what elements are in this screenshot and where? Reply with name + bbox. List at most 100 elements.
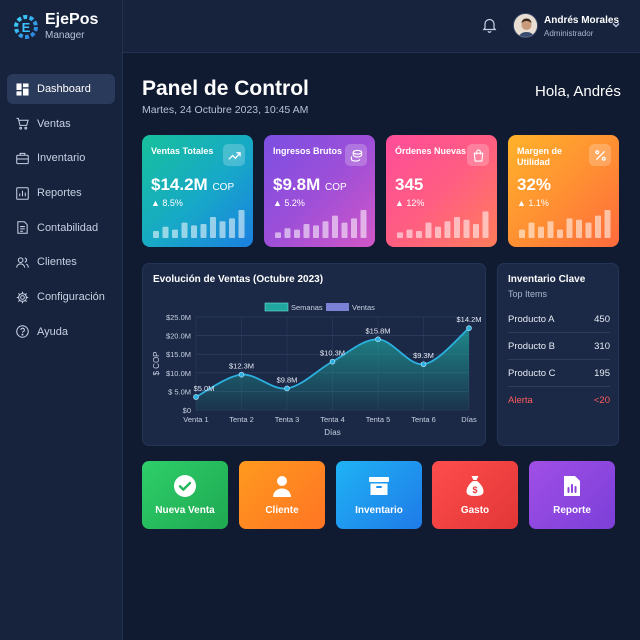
data-point[interactable] bbox=[193, 394, 199, 400]
brand-logo[interactable]: E EjePos Manager bbox=[12, 12, 98, 41]
kpi-bar bbox=[454, 217, 460, 238]
kpi-bar bbox=[332, 215, 338, 238]
inventory-row[interactable]: Producto A 450 bbox=[508, 306, 610, 333]
x-tick-label: Tenta 2 bbox=[229, 415, 254, 424]
cliente-button[interactable]: Cliente bbox=[239, 461, 325, 529]
inventory-item-name: Producto B bbox=[508, 340, 555, 352]
kpi-change: ▲ 12% bbox=[395, 198, 425, 208]
kpi-label: Ingresos Brutos bbox=[273, 146, 343, 156]
kpi-bar bbox=[397, 232, 403, 238]
y-tick-label: $10.0M bbox=[166, 369, 191, 378]
x-tick-label: Tenta 3 bbox=[275, 415, 300, 424]
kpi-label: Ventas Totales bbox=[151, 146, 214, 156]
kpi-sparkbars bbox=[519, 210, 611, 238]
kpi-value: $9.8M COP bbox=[273, 175, 347, 194]
gasto-button[interactable]: $ Gasto bbox=[432, 461, 518, 529]
sidebar-item-reportes[interactable]: Reportes bbox=[7, 178, 115, 208]
x-tick-label: Tenta 6 bbox=[411, 415, 436, 424]
kpi-bar bbox=[566, 218, 573, 238]
sidebar-item-ventas[interactable]: Ventas bbox=[7, 109, 115, 139]
bag-icon bbox=[467, 144, 489, 166]
avatar[interactable] bbox=[513, 13, 538, 38]
data-point[interactable] bbox=[284, 385, 290, 392]
kpi-bar bbox=[595, 215, 601, 238]
percent-icon bbox=[589, 144, 611, 166]
kpi-bar bbox=[275, 232, 281, 238]
sidebar-item-label: Contabilidad bbox=[37, 221, 99, 234]
svg-text:$: $ bbox=[472, 485, 477, 495]
kpi-bar bbox=[181, 222, 188, 238]
kpi-bar bbox=[576, 219, 582, 238]
y-tick-label: $20.0M bbox=[166, 332, 191, 341]
sidebar-item-configuracion[interactable]: Configuración bbox=[7, 282, 115, 312]
inventory-panel: Inventario Clave Top Items Producto A 45… bbox=[497, 263, 619, 446]
check-circle-icon bbox=[174, 475, 196, 497]
kpi-bar bbox=[473, 224, 479, 238]
y-tick-label: $25.0M bbox=[166, 313, 191, 322]
inventory-row[interactable]: Producto C 195 bbox=[508, 360, 610, 387]
data-point[interactable] bbox=[238, 371, 245, 378]
sidebar-item-label: Clientes bbox=[37, 256, 77, 269]
y-tick-label: $ 5.0M bbox=[168, 387, 191, 396]
kpi-bar bbox=[444, 221, 451, 238]
cart-icon bbox=[16, 118, 29, 130]
kpi-card-margen-utilidad[interactable]: Margen de Utilidad 32% ▲ 1.1% bbox=[508, 135, 619, 247]
inventory-subtitle: Top Items bbox=[508, 289, 548, 299]
kpi-bar bbox=[547, 221, 554, 238]
kpi-value: $14.2M COP bbox=[151, 175, 235, 194]
data-point[interactable] bbox=[466, 325, 472, 331]
kpi-bar bbox=[294, 229, 300, 238]
data-point[interactable] bbox=[375, 336, 381, 343]
kpi-card-ordenes-nuevas[interactable]: Órdenes Nuevas 345 ▲ 12% bbox=[386, 135, 497, 247]
sidebar-item-dashboard[interactable]: Dashboard bbox=[7, 74, 115, 104]
sidebar-item-clientes[interactable]: Clientes bbox=[7, 247, 115, 277]
logo-gear-icon: E bbox=[14, 14, 38, 39]
avatar-person-icon bbox=[514, 14, 537, 37]
nueva-venta-button[interactable]: Nueva Venta bbox=[142, 461, 228, 529]
kpi-bar bbox=[162, 226, 169, 238]
y-tick-label: $0 bbox=[183, 406, 191, 415]
sidebar-item-contabilidad[interactable]: Contabilidad bbox=[7, 213, 115, 243]
kpi-bar bbox=[519, 229, 525, 238]
data-point[interactable] bbox=[329, 358, 336, 365]
gear-icon bbox=[16, 291, 29, 303]
sidebar-item-label: Ventas bbox=[37, 117, 71, 130]
inventory-alert-row[interactable]: Alerta <20 bbox=[508, 387, 610, 414]
data-label: $9.3M bbox=[413, 351, 434, 360]
data-label: $15.8M bbox=[365, 326, 390, 335]
kpi-card-ingresos-brutos[interactable]: Ingresos Brutos $9.8M COP ▲ 5.2% bbox=[264, 135, 375, 247]
help-icon bbox=[16, 325, 29, 339]
kpi-card-ventas-totales[interactable]: Ventas Totales $14.2M COP ▲ 8.5% bbox=[142, 135, 253, 247]
chart-legend: Semanas Ventas bbox=[264, 302, 375, 312]
user-name[interactable]: Andrés Morales bbox=[544, 15, 620, 26]
bell-icon[interactable] bbox=[482, 17, 497, 33]
data-label: $5.0M bbox=[194, 384, 215, 393]
inventory-row[interactable]: Producto B 310 bbox=[508, 333, 610, 360]
kpi-bar bbox=[406, 229, 413, 238]
sidebar-item-inventario[interactable]: Inventario bbox=[7, 143, 115, 173]
sidebar-item-ayuda[interactable]: Ayuda bbox=[7, 317, 115, 347]
legend-label: Ventas bbox=[352, 303, 375, 312]
action-label: Gasto bbox=[460, 505, 490, 516]
greeting: Hola, Andrés bbox=[535, 83, 621, 100]
reporte-button[interactable]: Reporte bbox=[529, 461, 615, 529]
kpi-bar bbox=[435, 226, 441, 238]
kpi-sparkbars bbox=[275, 210, 367, 238]
kpi-bar bbox=[219, 221, 226, 238]
x-tick-label: Días bbox=[461, 415, 477, 424]
brand-subtitle: Manager bbox=[45, 30, 85, 41]
inventory-item-qty: 195 bbox=[594, 367, 610, 379]
kpi-label: Margen de Utilidad bbox=[517, 146, 563, 167]
data-point[interactable] bbox=[420, 361, 427, 368]
kpi-bar bbox=[303, 224, 310, 238]
kpi-bar bbox=[557, 229, 563, 238]
users-icon bbox=[16, 257, 29, 268]
sales-chart[interactable]: Semanas Ventas $0 $ 5.0M $10.0M $15.0M $20.0M $… bbox=[143, 264, 487, 447]
kpi-bar bbox=[360, 210, 367, 238]
inventory-alert-label: Alerta bbox=[508, 395, 533, 406]
chevron-down-icon[interactable] bbox=[611, 20, 621, 30]
legend-swatch bbox=[264, 302, 289, 312]
action-label: Cliente bbox=[265, 505, 299, 516]
sidebar: E EjePos Manager Dashboard Ventas Invent… bbox=[0, 0, 123, 640]
inventario-button[interactable]: Inventario bbox=[336, 461, 422, 529]
